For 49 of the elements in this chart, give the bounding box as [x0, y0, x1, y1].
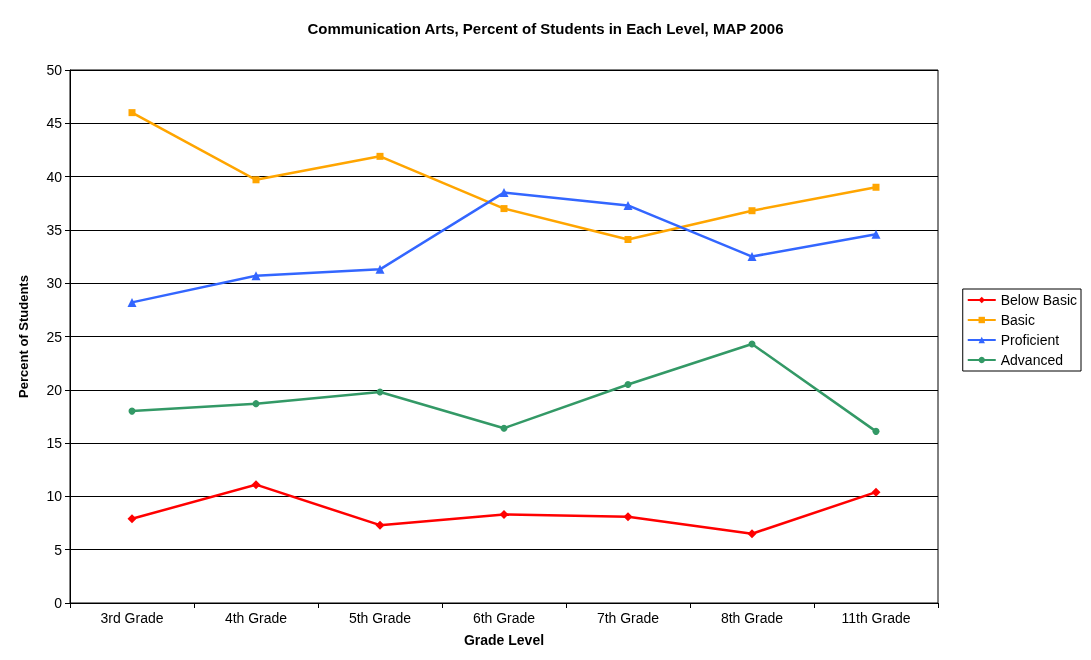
x-tick-label: 6th Grade	[472, 610, 536, 626]
point	[252, 176, 260, 184]
point	[499, 510, 509, 520]
y-tick-label: 35	[46, 221, 63, 238]
point	[375, 520, 385, 530]
legend-label: Advanced	[1000, 352, 1064, 368]
x-tick-label: 7th Grade	[596, 610, 660, 626]
point	[872, 427, 880, 435]
y-axis-title: Percent of Students	[16, 275, 31, 398]
point	[623, 512, 633, 522]
y-tick-label: 45	[46, 115, 63, 132]
x-tick-label: 8th Grade	[720, 610, 784, 626]
point	[623, 200, 633, 210]
y-tick-label: 15	[46, 435, 63, 452]
point	[747, 252, 757, 262]
x-tick-label: 4th Grade	[224, 610, 288, 626]
legend-label: Basic	[1000, 312, 1035, 328]
point	[376, 152, 384, 160]
point	[127, 297, 137, 307]
y-tick-label: 10	[46, 488, 63, 505]
point	[375, 264, 385, 274]
point	[747, 529, 757, 539]
y-tick-label: 25	[46, 328, 63, 345]
chart-title: Communication Arts, Percent of Students in Each Level, MAP 2006	[307, 20, 784, 37]
legend-label: Proficient	[1000, 332, 1060, 348]
point	[500, 205, 508, 213]
point	[748, 207, 756, 215]
x-axis-title: Grade Level	[463, 632, 545, 648]
point	[871, 229, 881, 239]
x-tick-label: 3rd Grade	[100, 610, 164, 626]
point	[624, 380, 632, 388]
point	[872, 183, 880, 191]
point	[128, 109, 136, 117]
point	[251, 480, 261, 490]
x-tick-label: 11th Grade	[841, 610, 911, 626]
point	[127, 514, 137, 524]
point	[499, 188, 509, 198]
legend-label: Below Basic	[1000, 292, 1078, 308]
point	[624, 235, 632, 243]
y-tick-label: 30	[46, 275, 63, 292]
y-tick-label: 20	[46, 381, 63, 398]
y-tick-label: 40	[46, 168, 63, 185]
point	[252, 400, 260, 408]
x-tick-label: 5th Grade	[348, 610, 412, 626]
y-tick-label: 5	[54, 541, 63, 558]
point	[251, 271, 261, 281]
y-tick-label: 0	[54, 595, 63, 611]
y-tick-label: 50	[46, 62, 63, 78]
point	[871, 487, 881, 497]
